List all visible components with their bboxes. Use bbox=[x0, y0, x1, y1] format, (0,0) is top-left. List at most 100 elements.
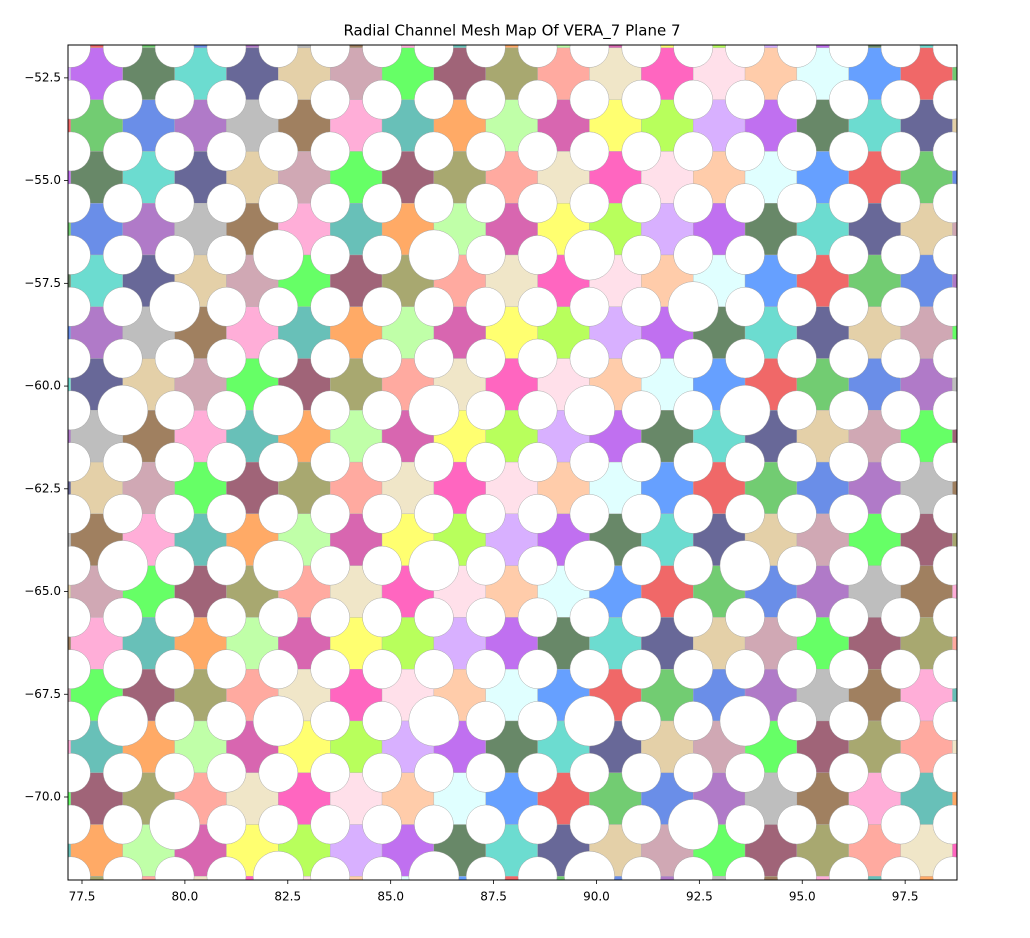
fuel-pin bbox=[829, 131, 869, 172]
fuel-pin bbox=[206, 338, 247, 379]
guide-tube bbox=[564, 695, 615, 747]
fuel-pin bbox=[466, 856, 506, 880]
cell bbox=[744, 876, 798, 880]
guide-tube bbox=[253, 385, 304, 436]
fuel-pin bbox=[932, 79, 957, 120]
fuel-pin bbox=[465, 183, 506, 223]
fuel-pin bbox=[932, 131, 957, 172]
fuel-pin bbox=[621, 45, 662, 68]
fuel-pin bbox=[621, 338, 662, 379]
fuel-pin bbox=[725, 649, 765, 689]
cell bbox=[952, 47, 957, 100]
fuel-pin bbox=[569, 287, 610, 327]
cell bbox=[952, 306, 957, 359]
fuel-pin bbox=[206, 597, 247, 638]
fuel-pin bbox=[466, 45, 506, 68]
fuel-pin bbox=[154, 597, 195, 638]
fuel-pin bbox=[310, 183, 350, 223]
fuel-pin bbox=[154, 545, 195, 586]
fuel-pin bbox=[154, 338, 195, 379]
fuel-pin bbox=[725, 45, 765, 68]
x-tick-label: 90.0 bbox=[583, 890, 610, 904]
fuel-pin bbox=[154, 649, 195, 689]
cell bbox=[693, 876, 746, 880]
fuel-pin bbox=[880, 442, 921, 482]
cell bbox=[952, 513, 957, 566]
guide-tube bbox=[253, 851, 304, 880]
fuel-pin bbox=[777, 79, 817, 120]
axes-frame bbox=[67, 44, 958, 881]
guide-tube bbox=[719, 540, 771, 591]
fuel-pin bbox=[310, 856, 350, 880]
fuel-pin bbox=[880, 235, 921, 275]
cell bbox=[952, 617, 957, 670]
fuel-pin bbox=[102, 494, 143, 534]
fuel-pin bbox=[68, 183, 91, 223]
fuel-pin bbox=[310, 235, 350, 275]
fuel-pin bbox=[777, 131, 817, 172]
fuel-pin bbox=[102, 804, 143, 845]
fuel-pin bbox=[569, 45, 610, 68]
fuel-pin bbox=[725, 442, 765, 482]
fuel-pin bbox=[310, 45, 350, 68]
fuel-pin bbox=[517, 131, 558, 172]
y-tick-label: −60.0 bbox=[24, 379, 61, 393]
guide-tube bbox=[667, 799, 719, 850]
y-tick-label: −62.5 bbox=[24, 481, 61, 495]
fuel-pin bbox=[621, 442, 662, 482]
fuel-pin bbox=[829, 804, 869, 845]
fuel-pin bbox=[517, 545, 558, 586]
fuel-pin bbox=[777, 338, 817, 379]
fuel-pin bbox=[621, 131, 662, 172]
fuel-pin bbox=[673, 79, 713, 120]
guide-tube bbox=[564, 540, 615, 591]
fuel-pin bbox=[154, 752, 195, 793]
fuel-pin bbox=[725, 338, 765, 379]
fuel-pin bbox=[310, 338, 350, 379]
fuel-pin bbox=[102, 79, 143, 120]
fuel-pin bbox=[829, 701, 869, 741]
fuel-pin bbox=[310, 79, 350, 120]
fuel-pin bbox=[310, 649, 350, 689]
guide-tube bbox=[97, 385, 149, 436]
fuel-pin bbox=[829, 390, 869, 431]
cell bbox=[952, 669, 957, 722]
fuel-pin bbox=[829, 856, 869, 880]
fuel-pin bbox=[673, 131, 713, 172]
fuel-pin bbox=[154, 131, 195, 172]
fuel-pin bbox=[777, 545, 817, 586]
fuel-pin bbox=[68, 494, 91, 534]
fuel-pin bbox=[465, 287, 506, 327]
cell bbox=[485, 876, 538, 880]
fuel-pin bbox=[621, 545, 662, 586]
fuel-pin bbox=[414, 649, 454, 689]
fuel-pin bbox=[517, 752, 558, 793]
fuel-pin bbox=[362, 183, 402, 223]
fuel-pin bbox=[414, 45, 454, 68]
fuel-pin bbox=[880, 287, 921, 327]
fuel-pin bbox=[206, 649, 247, 689]
fuel-pin bbox=[777, 597, 817, 638]
fuel-pin bbox=[829, 235, 869, 275]
fuel-pin bbox=[517, 649, 558, 689]
fuel-pin bbox=[362, 390, 402, 431]
fuel-pin bbox=[68, 701, 91, 741]
fuel-pin bbox=[829, 649, 869, 689]
fuel-pin bbox=[362, 597, 402, 638]
fuel-pin bbox=[777, 442, 817, 482]
fuel-pin bbox=[258, 804, 299, 845]
fuel-pin bbox=[414, 597, 454, 638]
fuel-pin bbox=[569, 183, 610, 223]
fuel-pin bbox=[777, 494, 817, 534]
fuel-pin bbox=[102, 287, 143, 327]
guide-tube bbox=[667, 281, 719, 333]
fuel-pin bbox=[362, 804, 402, 845]
fuel-pin bbox=[517, 494, 558, 534]
x-tick-label: 77.5 bbox=[69, 890, 96, 904]
guide-tube bbox=[719, 695, 771, 747]
fuel-pin bbox=[206, 183, 247, 223]
fuel-pin bbox=[310, 701, 350, 741]
cell bbox=[226, 876, 279, 880]
fuel-pin bbox=[932, 338, 957, 379]
fuel-pin bbox=[68, 753, 91, 793]
